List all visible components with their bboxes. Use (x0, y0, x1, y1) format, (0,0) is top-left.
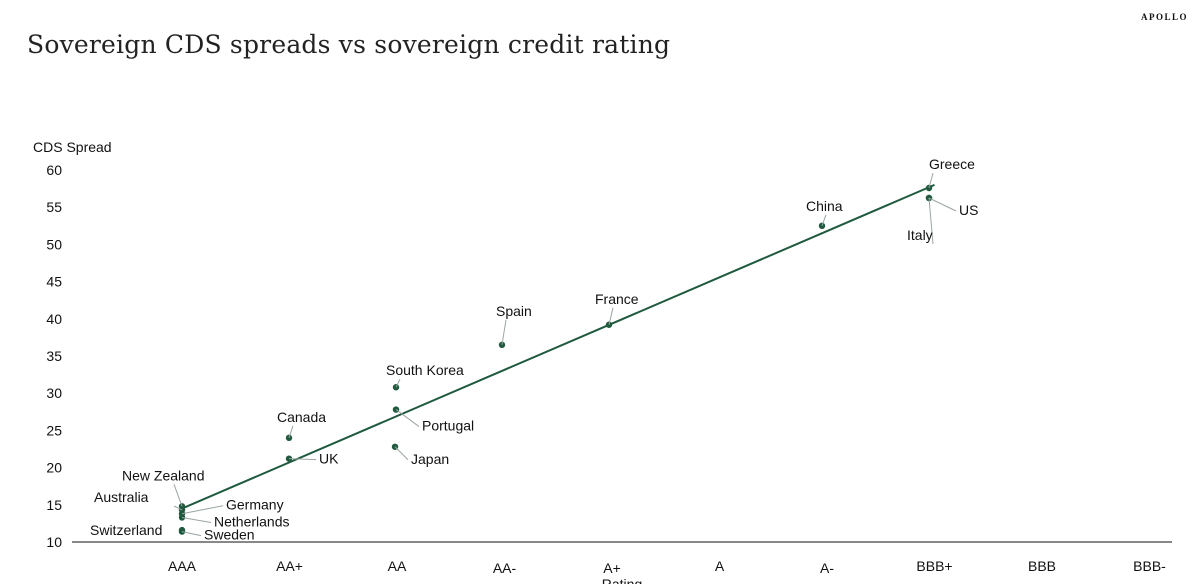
trendline (181, 183, 935, 510)
x-tick-label: BBB+ (916, 558, 952, 574)
leader-new-zealand (173, 484, 183, 507)
label-italy: Italy (907, 227, 933, 243)
brand-logo: APOLLO (1140, 12, 1188, 22)
leader-south-korea (395, 379, 401, 388)
x-axis-label: Rating (602, 576, 642, 584)
label-netherlands: Netherlands (214, 513, 290, 529)
label-switzerland: Switzerland (90, 522, 162, 538)
x-tick-label: A+ (603, 560, 621, 576)
y-tick-label: 25 (46, 422, 62, 438)
y-tick-label: 35 (46, 348, 62, 364)
x-tick-label: BBB (1028, 558, 1056, 574)
x-tick-label: AA (388, 558, 407, 574)
label-australia: Australia (94, 489, 149, 505)
x-tick-label: AAA (168, 558, 197, 574)
y-tick-label: 10 (46, 534, 62, 550)
leader-italy (928, 197, 934, 245)
leader-sweden (181, 531, 202, 537)
points-group (178, 184, 933, 535)
label-new-zealand: New Zealand (122, 467, 205, 483)
label-us: US (959, 202, 978, 218)
label-germany: Germany (226, 497, 284, 513)
label-greece: Greece (929, 156, 975, 172)
leader-australia (173, 505, 183, 511)
leader-canada (288, 425, 294, 438)
y-axis-label: CDS Spread (33, 139, 112, 155)
label-sweden: Sweden (204, 527, 255, 543)
leader-greece (928, 172, 934, 189)
y-tick-label: 60 (46, 162, 62, 178)
label-france: France (595, 291, 639, 307)
label-spain: Spain (496, 303, 532, 319)
leader-china (821, 214, 827, 226)
y-tick-label: 30 (46, 385, 62, 401)
leader-uk (288, 458, 317, 461)
leader-spain (501, 319, 507, 345)
label-canada: Canada (277, 409, 326, 425)
leader-portugal (395, 409, 420, 427)
y-tick-label: 40 (46, 311, 62, 327)
chart-title: Sovereign CDS spreads vs sovereign credi… (27, 30, 671, 59)
x-tick-label: AA- (493, 560, 517, 576)
label-south-korea: South Korea (386, 362, 464, 378)
y-tick-label: 15 (46, 497, 62, 513)
x-tick-label: BBB- (1133, 558, 1166, 574)
label-portugal: Portugal (422, 418, 474, 434)
x-tick-label: AA+ (276, 558, 303, 574)
leader-netherlands (181, 516, 212, 523)
y-tick-label: 20 (46, 460, 62, 476)
label-japan: Japan (411, 451, 449, 467)
leader-japan (394, 446, 409, 461)
label-china: China (806, 198, 843, 214)
leader-us (928, 197, 957, 212)
y-tick-label: 45 (46, 274, 62, 290)
y-tick-label: 55 (46, 199, 62, 215)
leader-france (608, 307, 614, 325)
trendline-group (181, 183, 935, 510)
y-tick-label: 50 (46, 236, 62, 252)
x-tick-label: A (715, 558, 725, 574)
x-tick-label: A- (820, 560, 834, 576)
leader-germany (181, 505, 224, 515)
label-uk: UK (319, 451, 339, 467)
